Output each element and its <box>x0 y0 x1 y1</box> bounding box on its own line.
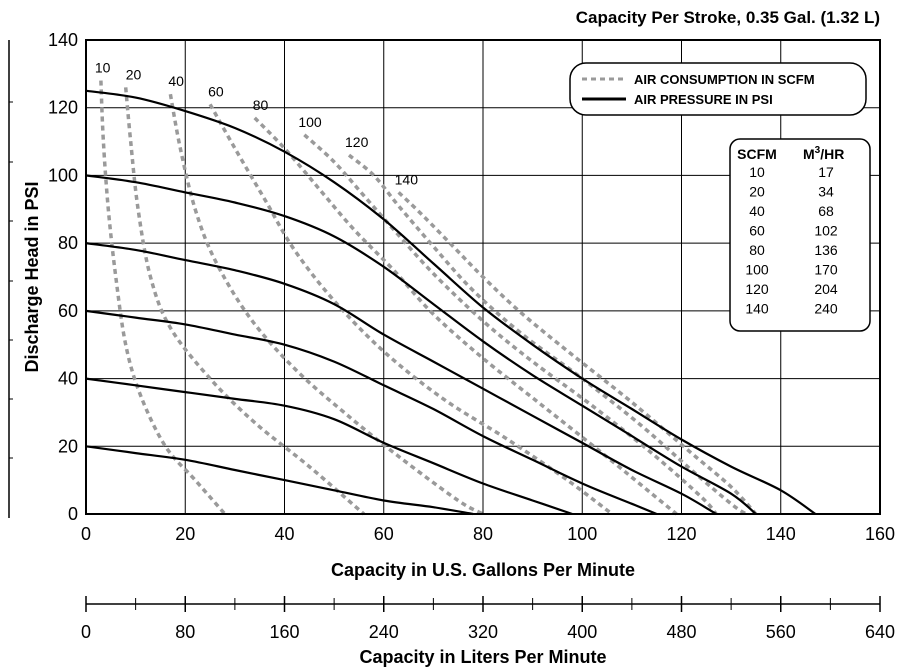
liters-axis-title: Capacity in Liters Per Minute <box>359 647 606 667</box>
table-cell-scfm: 40 <box>749 203 765 219</box>
air-curve-label: 140 <box>395 171 419 187</box>
air-curve-label: 60 <box>208 83 224 99</box>
air-curve-label: 40 <box>168 73 184 89</box>
pressure-curve-0 <box>85 89 817 515</box>
pressure-curve-1 <box>85 174 757 515</box>
air-curve-label: 80 <box>253 97 269 113</box>
y-tick-label: 140 <box>48 30 78 50</box>
table-cell-scfm: 60 <box>749 223 765 239</box>
y-tick-label: 100 <box>48 165 78 185</box>
legend-label-air: AIR CONSUMPTION IN SCFM <box>634 72 815 87</box>
x-tick-label: 100 <box>567 524 597 544</box>
y-tick-label: 20 <box>58 436 78 456</box>
air-curve-100 <box>303 133 718 516</box>
table-cell-m3hr: 68 <box>818 203 834 219</box>
air-pressure-curves <box>85 89 817 516</box>
air-curve-label: 120 <box>345 134 369 150</box>
table-cell-scfm: 80 <box>749 242 765 258</box>
y-tick-label: 80 <box>58 233 78 253</box>
y-tick-label: 40 <box>58 369 78 389</box>
liters-tick-label: 320 <box>468 622 498 642</box>
table-cell-scfm: 20 <box>749 184 765 200</box>
air-curve-label: 20 <box>126 66 142 82</box>
liters-tick-label: 640 <box>865 622 895 642</box>
y-axis-tick-labels: 0 20 40 60 80 100 120 140 <box>48 30 78 524</box>
liters-tick-label: 560 <box>766 622 796 642</box>
air-curve-label: 10 <box>95 60 111 76</box>
pressure-curve-4 <box>85 377 573 516</box>
x-tick-label: 40 <box>274 524 294 544</box>
table-cell-scfm: 100 <box>745 262 769 278</box>
table-cell-m3hr: 17 <box>818 164 834 180</box>
air-curve-labels: 10 20 40 60 80 100 120 140 <box>95 60 418 188</box>
y-tick-label: 0 <box>68 504 78 524</box>
table-cell-m3hr: 136 <box>814 242 838 258</box>
pressure-curve-3 <box>85 309 658 516</box>
liters-tick-label: 240 <box>369 622 399 642</box>
conversion-table-rows: 10 17 20 34 40 68 60 102 80 136 100 170 120 204 140 240 <box>745 164 838 317</box>
air-curve-20 <box>123 87 366 516</box>
liters-axis-ticks: 0 80 160 240 320 400 480 560 640 <box>81 596 895 642</box>
table-header-scfm: SCFM <box>737 146 777 162</box>
table-cell-m3hr: 34 <box>818 184 834 200</box>
conversion-table-box <box>729 138 871 332</box>
liters-tick-label: 160 <box>269 622 299 642</box>
x-axis-title: Capacity in U.S. Gallons Per Minute <box>331 560 635 580</box>
air-curve-80 <box>253 116 678 516</box>
x-tick-label: 140 <box>766 524 796 544</box>
table-cell-scfm: 120 <box>745 281 769 297</box>
legend-label-pressure: AIR PRESSURE IN PSI <box>634 92 773 107</box>
y-tick-label: 60 <box>58 301 78 321</box>
liters-tick-label: 0 <box>81 622 91 642</box>
y-axis-title: Discharge Head in PSI <box>22 181 42 372</box>
table-cell-m3hr: 170 <box>814 262 838 278</box>
liters-tick-label: 400 <box>567 622 597 642</box>
liters-tick-label: 480 <box>666 622 696 642</box>
legend: AIR CONSUMPTION IN SCFM AIR PRESSURE IN … <box>569 62 867 116</box>
legend-box <box>569 62 867 116</box>
table-cell-m3hr: 102 <box>814 223 838 239</box>
table-cell-m3hr: 240 <box>814 301 838 317</box>
liters-tick-label: 80 <box>175 622 195 642</box>
x-axis-tick-labels: 0 20 40 60 80 100 120 140 160 <box>81 524 895 544</box>
table-cell-scfm: 10 <box>749 164 765 180</box>
table-cell-m3hr: 204 <box>814 281 838 297</box>
x-tick-label: 80 <box>473 524 493 544</box>
air-curve-40 <box>168 93 484 516</box>
air-curve-label: 100 <box>298 114 322 130</box>
x-tick-label: 120 <box>666 524 696 544</box>
x-tick-label: 0 <box>81 524 91 544</box>
table-header-m3hr: M3/HR <box>803 145 844 162</box>
x-tick-label: 160 <box>865 524 895 544</box>
x-tick-label: 20 <box>175 524 195 544</box>
table-cell-scfm: 140 <box>745 301 769 317</box>
pressure-curve-5 <box>85 445 474 516</box>
y-tick-label: 120 <box>48 98 78 118</box>
pressure-curve-2 <box>85 242 717 515</box>
chart-subtitle: Capacity Per Stroke, 0.35 Gal. (1.32 L) <box>576 8 880 27</box>
plot-frame <box>85 39 881 515</box>
air-curve-140 <box>397 191 758 516</box>
air-curve-10 <box>99 80 227 516</box>
x-tick-label: 60 <box>374 524 394 544</box>
air-curve-60 <box>208 103 614 516</box>
